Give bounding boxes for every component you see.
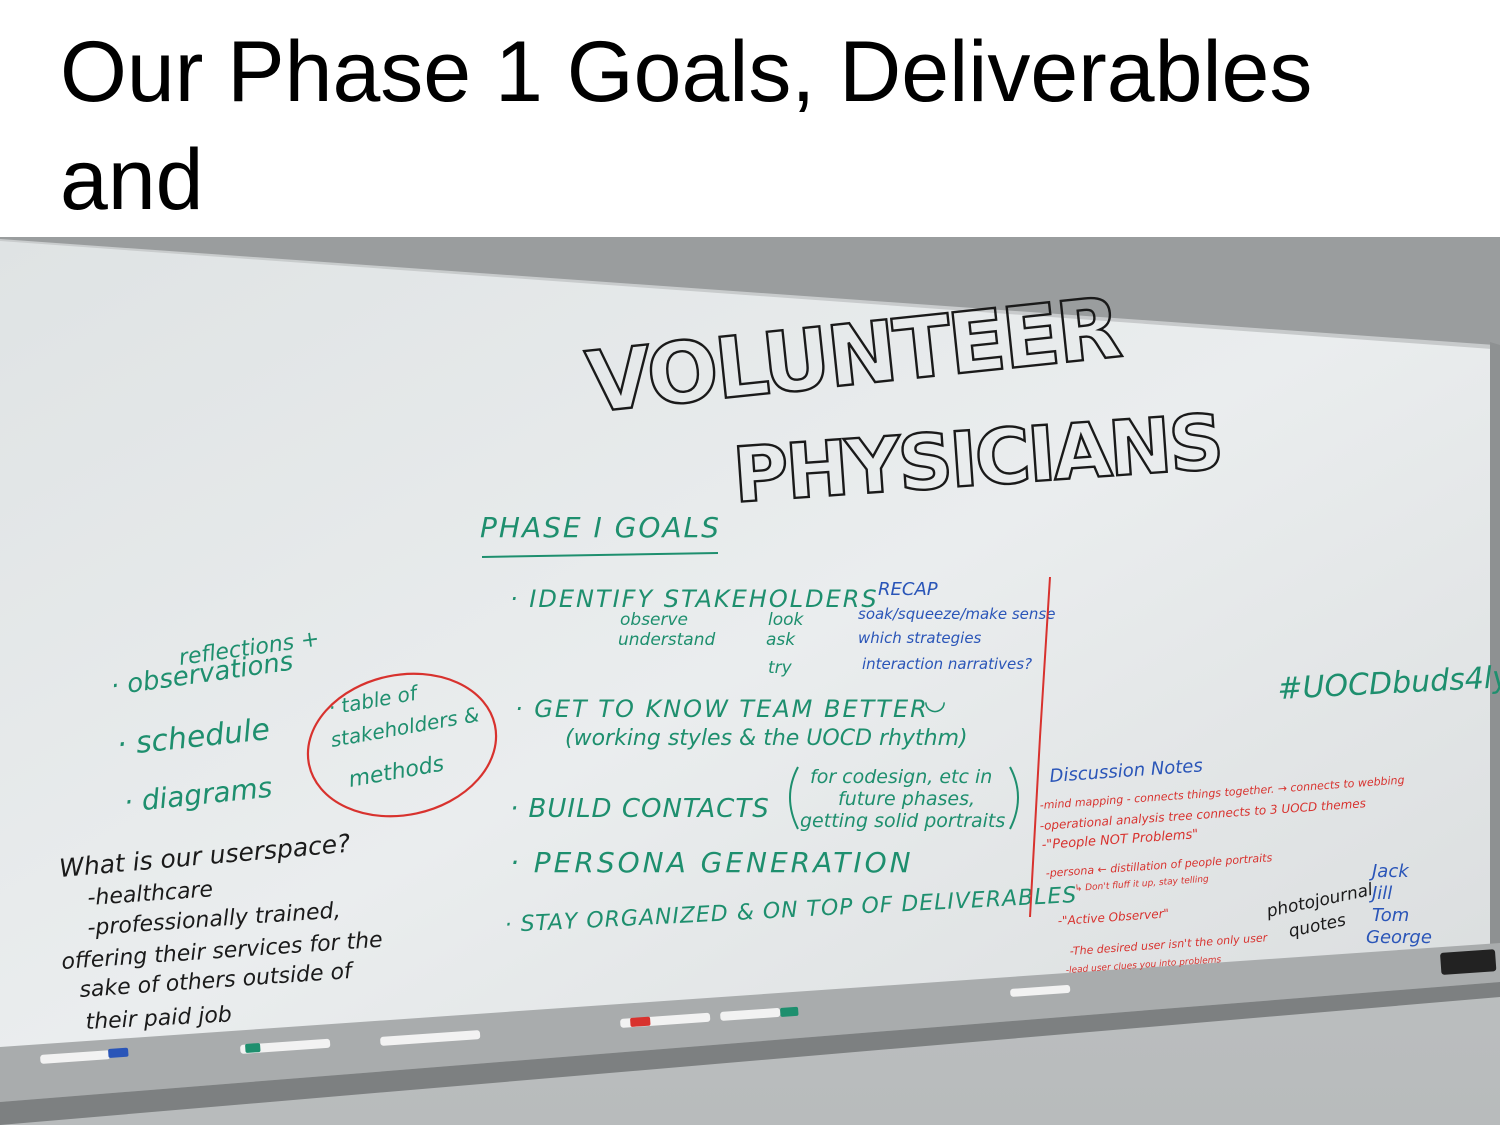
whiteboard-svg: VOLUNTEER PHYSICIANS PHASE I GOALS · IDE… bbox=[0, 237, 1500, 1125]
recap-line-3: interaction narratives? bbox=[862, 655, 1032, 673]
goal-identify: · IDENTIFY STAKEHOLDERS bbox=[510, 585, 879, 613]
whiteboard-photo: VOLUNTEER PHYSICIANS PHASE I GOALS · IDE… bbox=[0, 237, 1500, 1125]
goal-contacts-sub-2: future phases, bbox=[838, 788, 975, 810]
whiteboard-surface bbox=[0, 241, 1492, 1087]
identify-observe: observe bbox=[620, 610, 688, 630]
name-tom: Tom bbox=[1372, 905, 1409, 926]
recap-line-2: which strategies bbox=[858, 629, 982, 647]
phase-goals-heading: PHASE I GOALS bbox=[480, 511, 721, 544]
name-jack: Jack bbox=[1369, 861, 1410, 882]
marker-tray-edge bbox=[0, 982, 1500, 1125]
tray-markers bbox=[40, 949, 1497, 1064]
title-line-1: Our Phase 1 Goals, Deliverables and bbox=[60, 24, 1313, 228]
phase-goals-underline bbox=[481, 552, 719, 558]
identify-try: try bbox=[768, 658, 793, 678]
goal-contacts: · BUILD CONTACTS bbox=[510, 794, 770, 824]
board-top-frame bbox=[0, 237, 1500, 347]
name-jill: Jill bbox=[1369, 883, 1392, 904]
goal-team-sub: (working styles & the UOCD rhythm) bbox=[565, 726, 968, 751]
goal-team: · GET TO KNOW TEAM BETTER bbox=[515, 695, 929, 723]
marker-tray bbox=[0, 943, 1500, 1102]
identify-ask: ask bbox=[766, 630, 796, 650]
contacts-paren-left bbox=[789, 766, 799, 830]
goal-persona: · PERSONA GENERATION bbox=[510, 846, 914, 879]
board-right-frame bbox=[1490, 342, 1500, 977]
recap-heading: RECAP bbox=[878, 579, 938, 600]
name-george: George bbox=[1366, 927, 1432, 948]
red-circle bbox=[306, 672, 498, 818]
contacts-paren-right bbox=[1009, 766, 1019, 830]
identify-look: look bbox=[768, 610, 805, 630]
identify-understand: understand bbox=[618, 630, 716, 650]
recap-line-1: soak/squeeze/make sense bbox=[858, 605, 1055, 623]
red-divider-line bbox=[1029, 576, 1051, 918]
goal-team-smile: ◡ bbox=[925, 686, 945, 716]
goal-contacts-sub-1: for codesign, etc in bbox=[810, 766, 992, 788]
goal-contacts-sub-3: getting solid portraits bbox=[800, 810, 1005, 832]
